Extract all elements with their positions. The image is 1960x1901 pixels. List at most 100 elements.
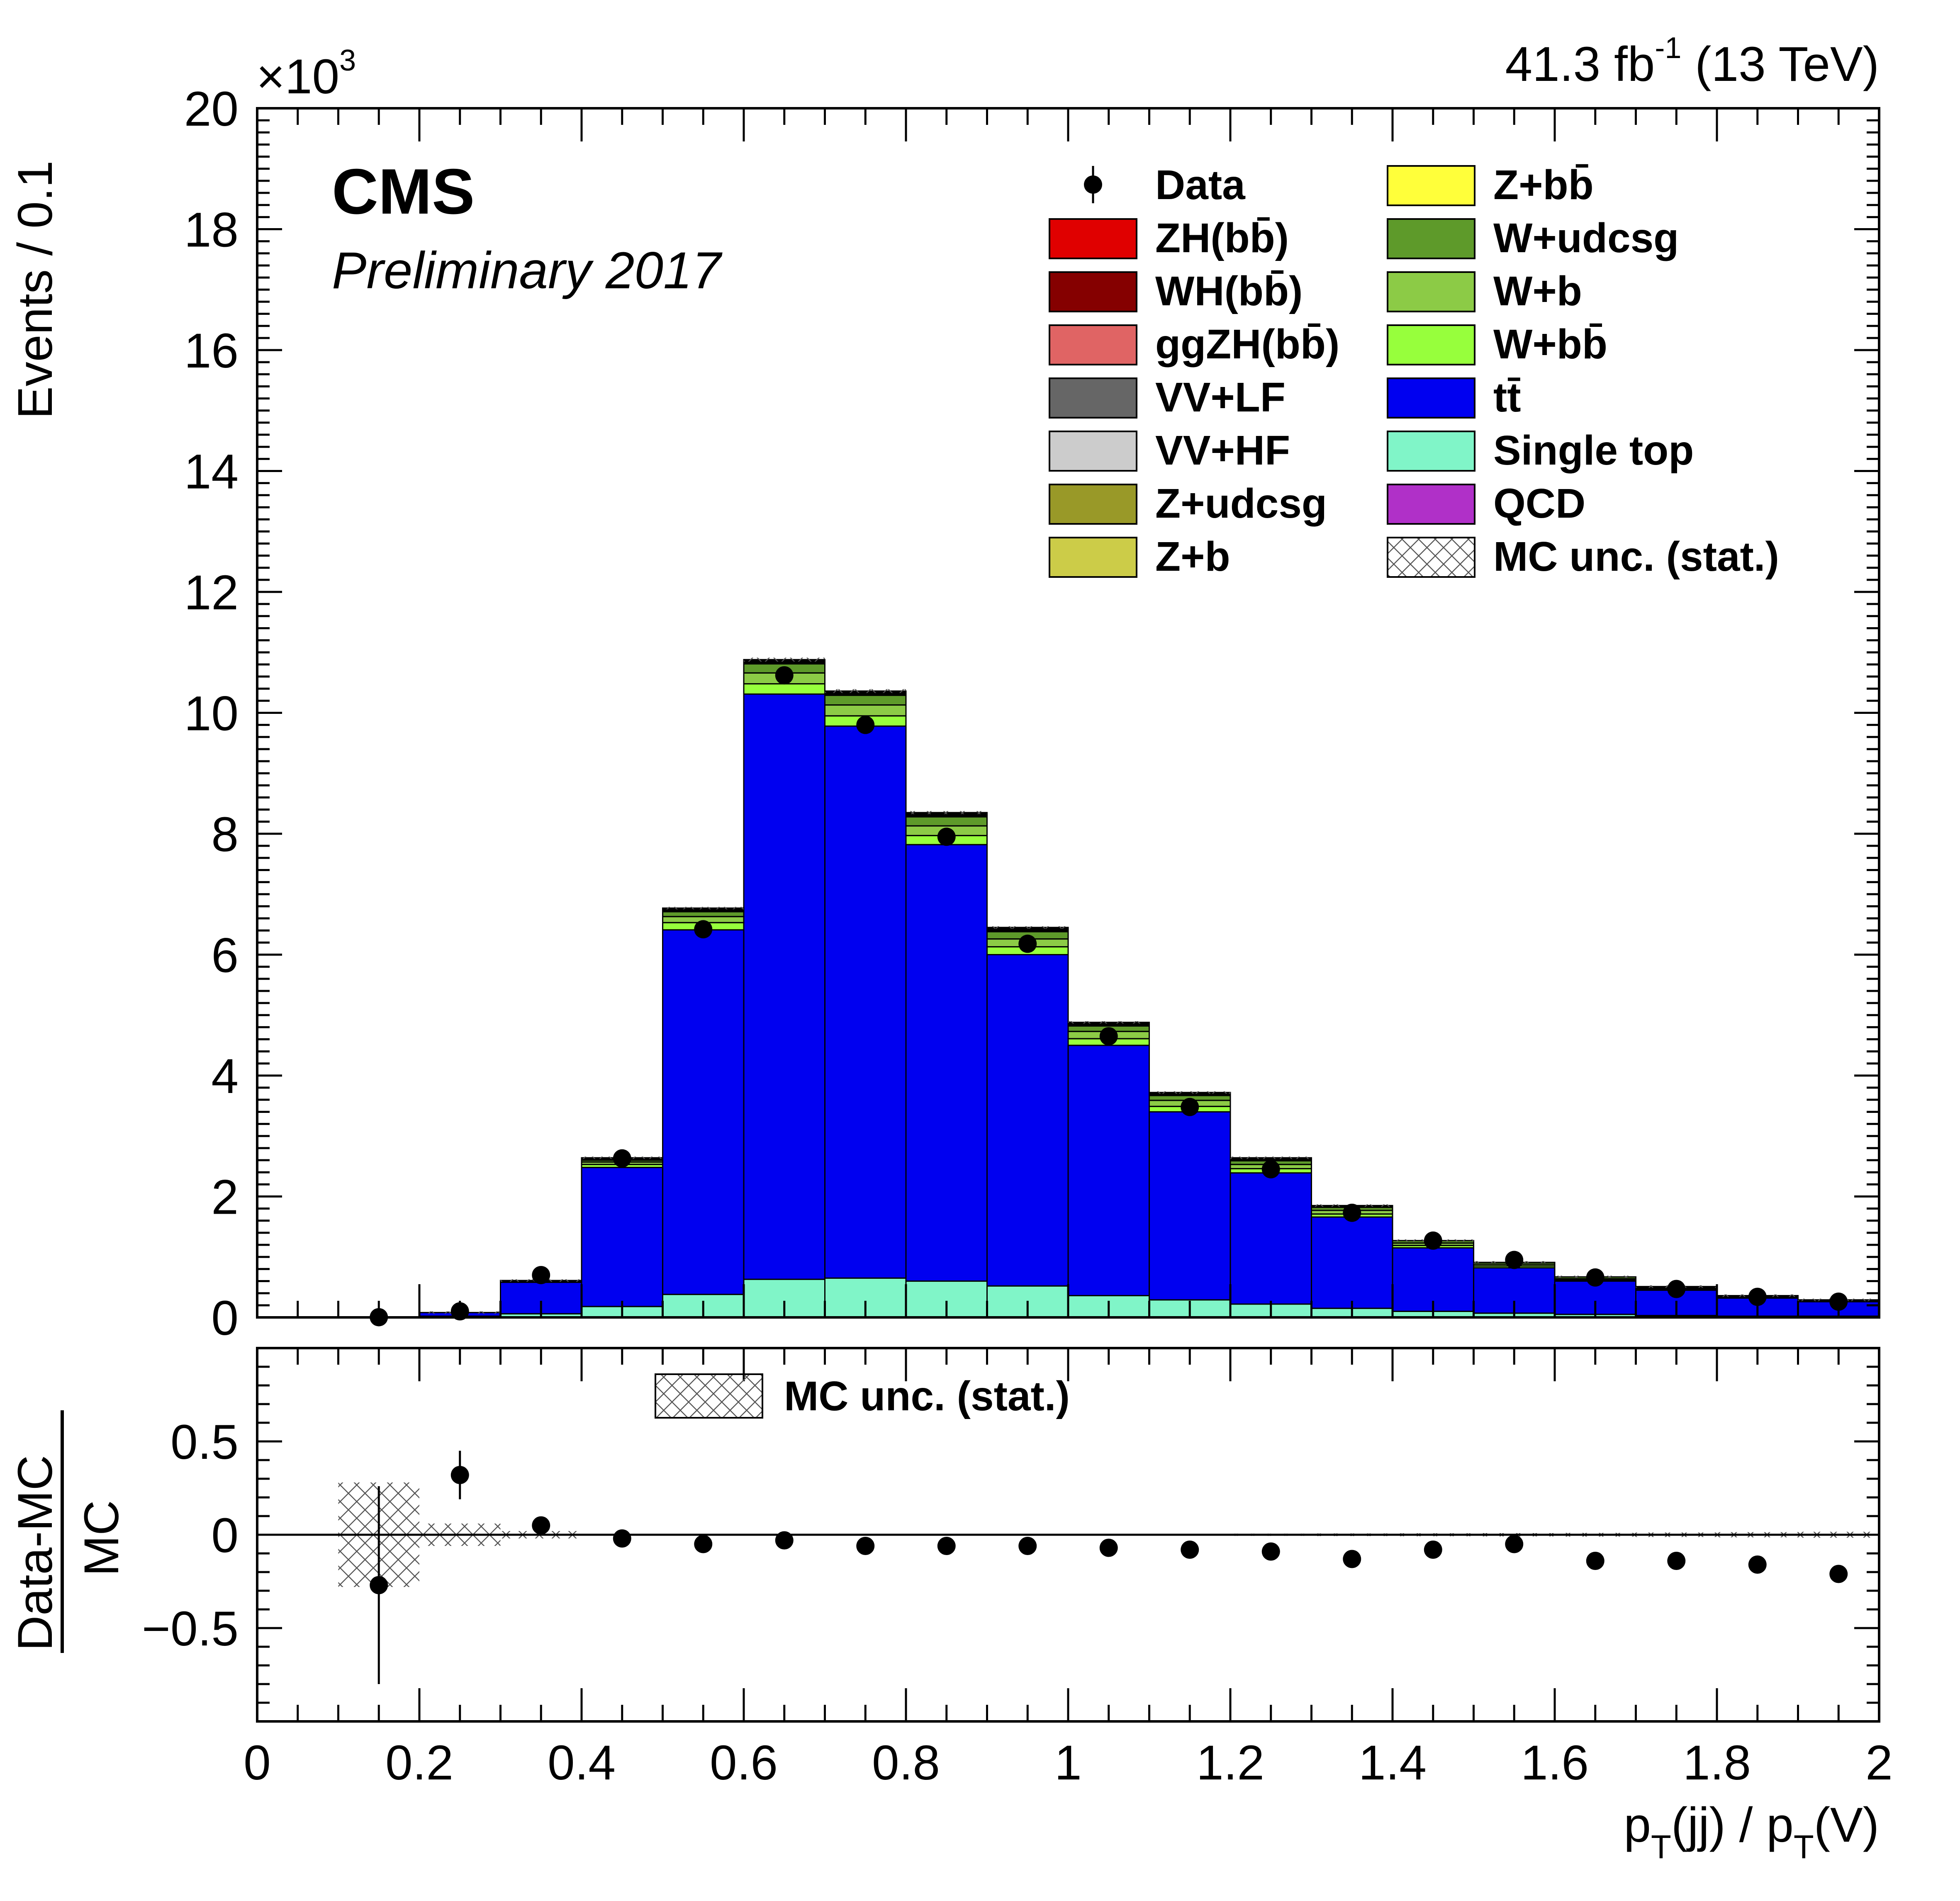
x-tick-label-9: 1.8: [1683, 1735, 1751, 1790]
bar-w-udcsg-5: [662, 911, 745, 918]
legend-data-marker: [1084, 175, 1102, 194]
legend-swatch-w-b: [1387, 271, 1475, 312]
legend-swatch-w-bb-: [1387, 324, 1475, 365]
ratio-legend-label: MC unc. (stat.): [784, 1373, 1070, 1419]
y-tick-label-8: 8: [211, 807, 239, 862]
legend-label-data: Data: [1155, 162, 1246, 208]
legend-swatch-mc-unc-stat-: [1387, 537, 1475, 578]
bar-tt--7: [824, 725, 907, 1279]
data-point-9: [1099, 1027, 1118, 1046]
ratio-point-6: [856, 1537, 875, 1555]
x-tick-label-8: 1.6: [1521, 1735, 1589, 1790]
y-tick-label-14: 14: [184, 445, 239, 499]
ratio-point-4: [694, 1535, 713, 1553]
bar-w-udcsg-8: [905, 816, 988, 827]
legend-label-single-top: Single top: [1493, 427, 1694, 474]
y-tick-label-0: 0: [211, 1291, 239, 1346]
ratio-y-axis-label: Data-MC MC: [8, 1410, 129, 1653]
ratio-point-17: [1748, 1555, 1767, 1574]
ratio-y-tick-label-2: −0.5: [142, 1602, 239, 1656]
x-tick-label-10: 2: [1865, 1735, 1893, 1790]
x-tick-labels: 0 0.2 0.4 0.6 0.8 1 1.2 1.4 1.6 1.8 2: [243, 1735, 1893, 1790]
legend-label-w-udcsg: W+udcsg: [1493, 215, 1679, 261]
bar-tt--14: [1392, 1247, 1474, 1312]
legend-label-mc-unc-stat-: MC unc. (stat.): [1493, 533, 1779, 580]
ratio-point-10: [1181, 1541, 1199, 1559]
mc-unc-band-11: [1149, 1091, 1230, 1094]
main-y-axis-label: Events / 0.1: [8, 161, 63, 419]
bar-w-bb--6: [743, 683, 825, 695]
y-tick-label-10: 10: [184, 686, 239, 741]
x-tick-label-6: 1.2: [1196, 1735, 1264, 1790]
legend-swatch-w-udcsg: [1387, 218, 1475, 259]
legend-swatch-z-udcsg: [1049, 484, 1137, 525]
legend-swatch-ggzh-bb-: [1049, 324, 1137, 365]
ratio-point-2: [532, 1516, 550, 1535]
data-point-4: [694, 920, 713, 939]
x-tick-label-7: 1.4: [1359, 1735, 1427, 1790]
bar-tt--9: [986, 954, 1069, 1287]
legend-swatch-wh-bb-: [1049, 271, 1137, 312]
ratio-y-tick-label-1: 0: [211, 1508, 239, 1563]
legend-label-wh-bb-: WH(bb̄): [1155, 268, 1303, 314]
ratio-y-den: MC: [74, 1500, 129, 1576]
data-point-16: [1667, 1280, 1686, 1298]
x-tick-label-5: 1: [1054, 1735, 1082, 1790]
ratio-point-18: [1829, 1565, 1848, 1583]
bar-tt--5: [662, 929, 745, 1295]
legend-swatch-vv-lf: [1049, 377, 1137, 419]
legend-label-qcd: QCD: [1493, 480, 1585, 527]
legend-label-z-udcsg: Z+udcsg: [1155, 480, 1327, 527]
mc-unc-band-8: [906, 811, 987, 814]
ratio-point-13: [1424, 1541, 1442, 1559]
x-tick-label-2: 0.4: [548, 1735, 616, 1790]
data-point-14: [1505, 1251, 1524, 1269]
ratio-panel: 0.5 0 −0.5 MC unc. (stat.) Data-MC MC: [8, 1347, 1880, 1723]
mc-unc-band-12: [1230, 1156, 1312, 1159]
bar-tt--10: [1067, 1044, 1150, 1297]
legend-label-w-bb-: W+bb̄: [1493, 321, 1607, 368]
legend-label-zh-bb-: ZH(bb̄): [1155, 215, 1289, 261]
legend-swatch-z-b: [1049, 537, 1137, 578]
bar-tt--11: [1149, 1111, 1231, 1301]
data-point-13: [1424, 1231, 1442, 1250]
main-ticks: 0 2 4 6 8 10 12 14 16 18 20: [184, 82, 1880, 1346]
y-tick-label-2: 2: [211, 1170, 239, 1225]
legend-label-w-b: W+b: [1493, 268, 1582, 314]
bar-tt--4: [581, 1167, 663, 1307]
ratio-point-15: [1586, 1552, 1605, 1570]
bar-w-udcsg-7: [824, 694, 907, 706]
x-tick-label-3: 0.6: [710, 1735, 778, 1790]
ratio-point-12: [1343, 1550, 1361, 1568]
data-point-11: [1261, 1160, 1280, 1178]
legend-swatch-z-bb-: [1387, 165, 1475, 206]
bar-tt--6: [743, 693, 825, 1280]
bar-tt--13: [1311, 1216, 1393, 1309]
ratio-point-16: [1667, 1552, 1686, 1570]
legend-label-z-b: Z+b: [1155, 533, 1230, 580]
exponent-label: ×103: [256, 44, 356, 104]
ratio-point-11: [1261, 1542, 1280, 1561]
data-point-17: [1748, 1288, 1767, 1306]
data-point-6: [856, 716, 875, 734]
mc-unc-band-9: [987, 926, 1068, 929]
y-tick-label-6: 6: [211, 928, 239, 983]
legend-label-z-bb-: Z+bb̄: [1493, 162, 1594, 208]
ratio-point-9: [1099, 1538, 1118, 1557]
data-point-2: [532, 1266, 550, 1284]
data-point-5: [775, 666, 794, 685]
bar-w-b-7: [824, 704, 907, 717]
data-point-12: [1343, 1203, 1361, 1222]
mc-unc-band-5: [662, 907, 744, 910]
ratio-points: [370, 1451, 1848, 1684]
legend-label-vv-hf: VV+HF: [1155, 427, 1290, 474]
ratio-point-1: [450, 1466, 469, 1484]
cms-label: CMS: [332, 156, 475, 227]
main-panel: 0 2 4 6 8 10 12 14 16 18 20 Events / 0.1: [8, 82, 1880, 1346]
legend-label-tt-: tt̄: [1493, 374, 1521, 421]
data-point-15: [1586, 1268, 1605, 1287]
mc-unc-band-7: [825, 689, 906, 693]
preliminary-label: Preliminary 2017: [332, 242, 723, 299]
ratio-point-5: [775, 1531, 794, 1550]
legend-swatch-qcd: [1387, 484, 1475, 525]
